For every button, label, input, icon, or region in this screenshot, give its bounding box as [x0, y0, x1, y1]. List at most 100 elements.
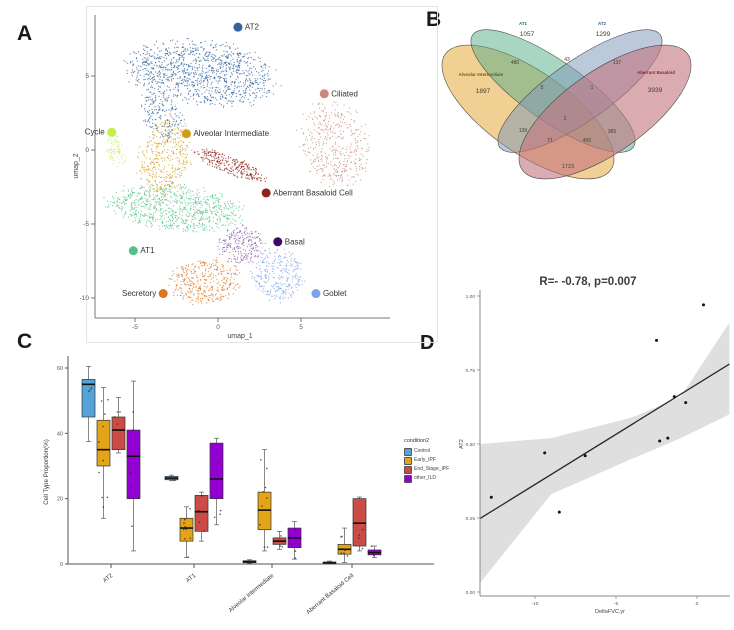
legend-label: Control: [414, 448, 431, 454]
svg-text:0.75: 0.75: [466, 368, 476, 374]
svg-text:Cycle: Cycle: [85, 128, 106, 137]
svg-text:Goblet: Goblet: [323, 289, 347, 298]
legend-item-control: Control: [404, 447, 449, 456]
boxplot-category-label: Alveolar Intermediate: [228, 573, 276, 614]
box-aberrant-basaloid-cell-other_ild: [367, 545, 382, 558]
box-at2-other_ild: [126, 380, 141, 552]
box-alveolar-intermediate-other_ild: [287, 521, 302, 560]
box-aberrant-basaloid-cell-control: [322, 560, 337, 565]
legend-swatch: [404, 447, 412, 456]
venn-set-label-A: Alveolar Intermediate: [459, 72, 504, 77]
venn-count-AB: 480: [511, 60, 520, 66]
boxplot-category-label: AT1: [185, 573, 197, 585]
svg-text:1.00: 1.00: [466, 294, 476, 300]
umap-cluster-cycle: [105, 132, 127, 168]
svg-text:-5: -5: [83, 221, 89, 228]
umap-cluster-at1: [103, 183, 245, 233]
confidence-band: [479, 322, 730, 584]
regression-line: [479, 363, 730, 520]
svg-text:0: 0: [216, 324, 220, 331]
umap-label-aberrant-basaloid-cell: Aberrant Basaloid Cell: [261, 188, 353, 198]
boxplot-legend: condition2 Control Early_IPF End_Stage_IPF…: [404, 437, 449, 483]
svg-text:-10: -10: [532, 601, 539, 607]
svg-text:AT1: AT1: [140, 246, 155, 255]
umap-axes: -5 0 5 5 0 -5 -10 umap_1 umap_2: [73, 15, 390, 340]
svg-text:-10: -10: [80, 295, 90, 302]
svg-text:Alveolar Intermediate: Alveolar Intermediate: [193, 129, 269, 138]
venn-count-C: 1299: [596, 31, 611, 38]
svg-text:umap_2: umap_2: [73, 153, 80, 178]
venn-set-label-D: Aberrant Basaloid: [637, 70, 675, 75]
umap-label-at1: AT1: [128, 246, 155, 256]
box-aberrant-basaloid-cell-end_stage_ipf: [352, 496, 367, 552]
umap-label-alveolar-intermediate: Alveolar Intermediate: [181, 129, 270, 139]
svg-text:5: 5: [299, 324, 303, 331]
box-alveolar-intermediate-early_ipf: [257, 449, 272, 552]
svg-text:5: 5: [85, 73, 89, 80]
umap-plot: -5 0 5 5 0 -5 -10 umap_1 umap_2 AT2 Ciliated Cycle A…: [73, 15, 390, 340]
svg-text:Secretory: Secretory: [122, 289, 156, 298]
svg-text:0.25: 0.25: [466, 516, 476, 522]
svg-text:0.00: 0.00: [466, 590, 476, 596]
legend-swatch: [404, 474, 412, 483]
legend-title: condition2: [404, 438, 430, 444]
legend-item-other_ild: other_ILD: [404, 474, 449, 483]
svg-text:Cell Type Proportion(%): Cell Type Proportion(%): [43, 439, 50, 505]
legend-label: Early_IPF: [414, 457, 436, 463]
umap-cluster-goblet: [249, 248, 306, 304]
correlation-ylabel: AT2: [459, 439, 465, 449]
box-at1-control: [164, 474, 179, 482]
venn-count-BCD: 1: [591, 85, 594, 91]
box-at1-other_ild: [209, 437, 224, 526]
umap-label-basal: Basal: [273, 237, 305, 247]
venn-count-D: 3939: [648, 87, 663, 94]
svg-text:Aberrant Basaloid Cell: Aberrant Basaloid Cell: [273, 188, 353, 197]
umap-label-goblet: Goblet: [311, 289, 347, 299]
box-alveolar-intermediate-end_stage_ipf: [272, 530, 287, 550]
svg-text:0: 0: [85, 147, 89, 154]
umap-cluster-alveolar-intermediate: [135, 113, 193, 201]
svg-text:Ciliated: Ciliated: [331, 89, 358, 98]
correlation-axes: 0.00 0.25 0.50 0.75 1.00 -10 -5 0 DeltaFVC.yr AT2: [459, 290, 730, 615]
venn-count-AC: 139: [519, 128, 528, 134]
box-aberrant-basaloid-cell-early_ipf: [337, 527, 352, 563]
venn-count-BC: 43: [564, 57, 570, 63]
svg-text:-5: -5: [614, 601, 619, 607]
svg-text:20: 20: [57, 497, 63, 503]
venn-ellipse-D: [518, 44, 692, 180]
svg-text:AT2: AT2: [245, 23, 260, 32]
box-at1-early_ipf: [179, 506, 194, 558]
venn-set-label-B: AT1: [519, 21, 528, 26]
umap-label-at2: AT2: [233, 22, 260, 32]
svg-text:-5: -5: [132, 324, 138, 331]
venn-count-ACD: 71: [547, 138, 553, 144]
umap-cluster-secretory: [168, 257, 241, 306]
legend-label: End_Stage_IPF: [414, 466, 450, 472]
legend-swatch: [404, 456, 412, 465]
boxplot-category-label: AT2: [102, 573, 114, 585]
venn-count-AD: 1723: [562, 164, 574, 170]
umap-cluster-aberrant-basaloid-cell: [193, 148, 267, 182]
venn-count-ABCD: 2: [564, 116, 567, 122]
svg-text:60: 60: [57, 366, 63, 372]
svg-text:Basal: Basal: [285, 237, 305, 246]
panel-c-label: C: [17, 330, 33, 353]
scatter-points: [489, 303, 705, 514]
umap-label-cycle: Cycle: [85, 127, 117, 137]
umap-cluster-basal: [217, 224, 266, 264]
panel-a-label: A: [17, 22, 33, 45]
correlation-title: R=- -0.78, p=0.007: [539, 276, 636, 288]
box-at2-control: [81, 366, 96, 442]
venn-count-BD: 365: [608, 129, 617, 135]
boxplot-chart: 0 20 40 60 Cell Type Proportion(%) AT2 AT1 Alve…: [43, 356, 434, 616]
umap-label-ciliated: Ciliated: [319, 89, 358, 99]
box-at1-end_stage_ipf: [194, 491, 209, 542]
boxplot-axes: 0 20 40 60 Cell Type Proportion(%) AT2 AT1 Alve…: [43, 356, 434, 616]
venn-count-CD: 137: [613, 60, 622, 66]
box-at2-end_stage_ipf: [111, 397, 126, 454]
legend-swatch: [404, 465, 412, 474]
box-at2-early_ipf: [96, 387, 111, 519]
correlation-xlabel: DeltaFVC.yr: [595, 609, 625, 615]
svg-text:0: 0: [60, 562, 63, 568]
